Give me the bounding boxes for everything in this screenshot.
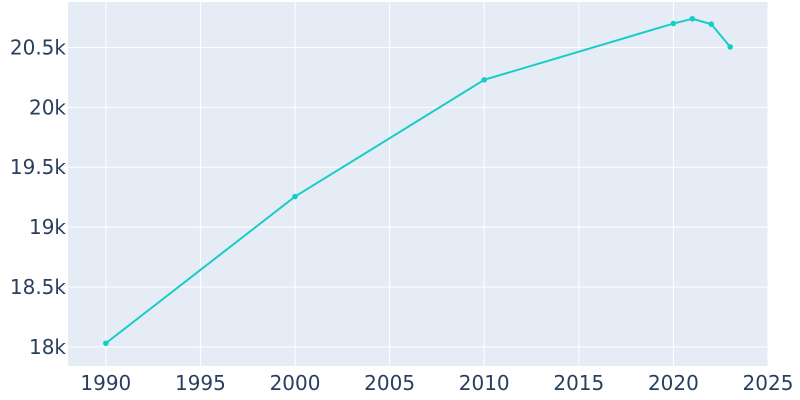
y-tick-label: 19.5k bbox=[10, 155, 67, 179]
x-axis-tick-labels: 1990 1995 2000 2005 2010 2015 2020 2025 bbox=[80, 371, 793, 395]
y-gridlines bbox=[68, 47, 768, 348]
y-axis-tick-labels: 18k 18.5k 19k 19.5k 20k 20.5k bbox=[10, 36, 67, 359]
x-tick-label: 1990 bbox=[80, 371, 131, 395]
y-tick-label: 20k bbox=[29, 95, 66, 119]
plot-area bbox=[68, 2, 768, 366]
x-tick-label: 2025 bbox=[743, 371, 794, 395]
data-point bbox=[708, 21, 715, 27]
x-tick-label: 2015 bbox=[553, 371, 604, 395]
data-point bbox=[670, 20, 677, 27]
x-tick-label: 1995 bbox=[175, 371, 226, 395]
series-group bbox=[103, 15, 733, 347]
y-tick-label: 18k bbox=[29, 335, 66, 359]
x-tick-label: 2010 bbox=[459, 371, 510, 395]
y-tick-label: 20.5k bbox=[10, 36, 67, 60]
y-tick-label: 19k bbox=[29, 215, 66, 239]
data-point bbox=[727, 44, 733, 50]
x-tick-label: 2005 bbox=[364, 371, 415, 395]
x-gridlines bbox=[105, 2, 769, 366]
data-point bbox=[103, 340, 109, 347]
x-tick-label: 2020 bbox=[648, 371, 699, 395]
data-point bbox=[292, 193, 298, 200]
x-tick-label: 2000 bbox=[270, 371, 321, 395]
data-point bbox=[481, 77, 488, 83]
data-point bbox=[689, 15, 696, 22]
y-tick-label: 18.5k bbox=[10, 275, 67, 299]
